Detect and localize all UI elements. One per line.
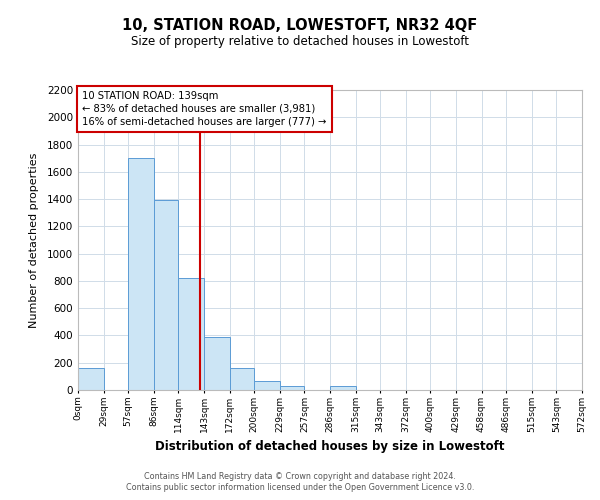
- Bar: [254, 381, 280, 390]
- Bar: [78, 368, 104, 390]
- Bar: [128, 158, 154, 390]
- Bar: [204, 337, 230, 390]
- X-axis label: Distribution of detached houses by size in Lowestoft: Distribution of detached houses by size …: [155, 440, 505, 454]
- Bar: [330, 386, 356, 390]
- Bar: [178, 278, 204, 390]
- Bar: [280, 386, 304, 390]
- Bar: [154, 200, 178, 390]
- Bar: [230, 368, 254, 390]
- Text: 10, STATION ROAD, LOWESTOFT, NR32 4QF: 10, STATION ROAD, LOWESTOFT, NR32 4QF: [122, 18, 478, 32]
- Y-axis label: Number of detached properties: Number of detached properties: [29, 152, 38, 328]
- Text: Contains public sector information licensed under the Open Government Licence v3: Contains public sector information licen…: [126, 484, 474, 492]
- Text: 10 STATION ROAD: 139sqm
← 83% of detached houses are smaller (3,981)
16% of semi: 10 STATION ROAD: 139sqm ← 83% of detache…: [82, 90, 327, 127]
- Text: Size of property relative to detached houses in Lowestoft: Size of property relative to detached ho…: [131, 35, 469, 48]
- Text: Contains HM Land Registry data © Crown copyright and database right 2024.: Contains HM Land Registry data © Crown c…: [144, 472, 456, 481]
